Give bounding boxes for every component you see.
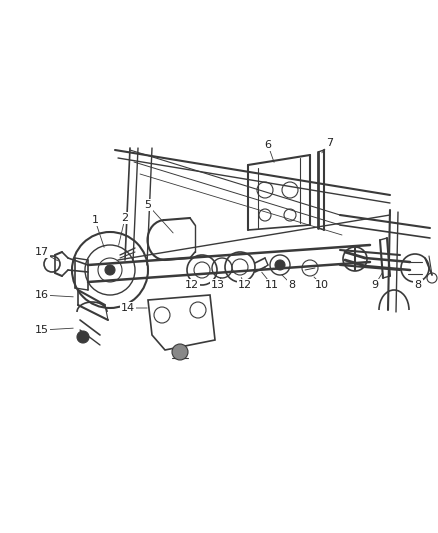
Circle shape [275, 260, 285, 270]
Text: 9: 9 [371, 280, 378, 290]
Text: 11: 11 [265, 280, 279, 290]
Text: 12: 12 [238, 280, 252, 290]
Text: 13: 13 [211, 280, 225, 290]
Text: 15: 15 [35, 325, 49, 335]
Text: 17: 17 [35, 247, 49, 257]
Text: 10: 10 [315, 280, 329, 290]
Text: 8: 8 [289, 280, 296, 290]
Text: 8: 8 [414, 280, 421, 290]
Text: 2: 2 [121, 213, 129, 223]
Text: 6: 6 [265, 140, 272, 150]
Text: 16: 16 [35, 290, 49, 300]
Circle shape [105, 265, 115, 275]
Text: 14: 14 [121, 303, 135, 313]
Text: 12: 12 [185, 280, 199, 290]
Text: 1: 1 [92, 215, 99, 225]
Text: 7: 7 [326, 138, 334, 148]
Text: 5: 5 [145, 200, 152, 210]
Circle shape [172, 344, 188, 360]
Circle shape [77, 331, 89, 343]
